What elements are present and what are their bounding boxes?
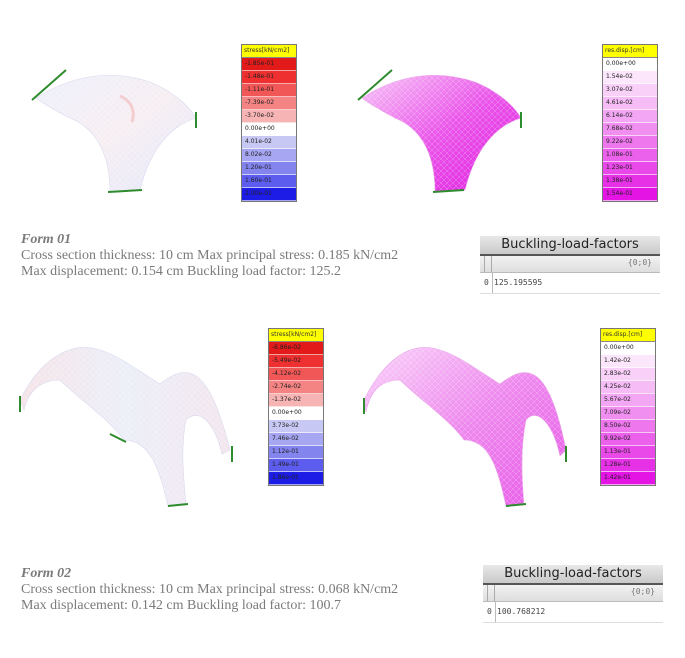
legend-row: -1.48e-01 bbox=[242, 71, 296, 84]
legend-row: -2.74e-02 bbox=[269, 381, 323, 394]
legend-row: 1.23e-01 bbox=[603, 162, 657, 175]
buckling-path-bar: {0;0} bbox=[483, 585, 663, 602]
legend-row: 1.20e-01 bbox=[242, 162, 296, 175]
legend-row: 4.01e-02 bbox=[242, 136, 296, 149]
legend-row: 3.07e-02 bbox=[603, 84, 657, 97]
legend-header: stress[kN/cm2] bbox=[269, 329, 323, 342]
legend-row: 7.68e-02 bbox=[603, 123, 657, 136]
form1-caption-line1: Cross section thickness: 10 cm Max princ… bbox=[21, 248, 399, 263]
legend-row: 8.02e-02 bbox=[242, 149, 296, 162]
legend-row: 6.14e-02 bbox=[603, 110, 657, 123]
legend-row: 1.86e-01 bbox=[269, 472, 323, 485]
legend-row: -7.39e-02 bbox=[242, 97, 296, 110]
buckling-path: {0;0} bbox=[627, 258, 652, 267]
form2-buckling-panel: Buckling-load-factors {0;0} 0 100.768212 bbox=[483, 565, 663, 623]
form1-stress-surface bbox=[35, 74, 197, 193]
legend-row: 2.00e-01 bbox=[242, 188, 296, 201]
form2-caption-line2: Max displacement: 0.142 cm Buckling load… bbox=[21, 598, 341, 613]
form2-disp-surface bbox=[363, 347, 567, 507]
legend-row: 5.67e-02 bbox=[601, 394, 655, 407]
legend-row: 7.46e-02 bbox=[269, 433, 323, 446]
buckling-path-bar: {0;0} bbox=[480, 256, 660, 273]
legend-row: -1.37e-02 bbox=[269, 394, 323, 407]
legend-row: 0.00e+00 bbox=[269, 407, 323, 420]
legend-row: -1.11e-01 bbox=[242, 84, 296, 97]
form2-stress-surface bbox=[19, 347, 231, 507]
row-divider bbox=[492, 273, 493, 293]
form1-caption-line2: Max displacement: 0.154 cm Buckling load… bbox=[21, 264, 341, 279]
legend-header: res.disp.[cm] bbox=[601, 329, 655, 342]
legend-row: 0.00e+00 bbox=[242, 123, 296, 136]
buckling-index: 0 bbox=[484, 278, 489, 287]
form1-disp-legend: res.disp.[cm] 0.00e+00 1.54e-02 3.07e-02 4.… bbox=[602, 44, 658, 202]
legend-row: 1.42e-01 bbox=[601, 472, 655, 485]
buckling-index: 0 bbox=[487, 607, 492, 616]
form1-stress-supports bbox=[31, 69, 197, 193]
legend-row: 3.73e-02 bbox=[269, 420, 323, 433]
legend-row: 4.25e-02 bbox=[601, 381, 655, 394]
form2-stress-legend: stress[kN/cm2] -6.86e-02 -5.49e-02 -4.12e-… bbox=[268, 328, 324, 486]
legend-row: 1.60e-01 bbox=[242, 175, 296, 188]
legend-row: -1.85e-01 bbox=[242, 58, 296, 71]
buckling-row: 0 125.195595 bbox=[480, 273, 660, 294]
legend-row: 9.22e-02 bbox=[603, 136, 657, 149]
form2-stress-supports bbox=[19, 396, 233, 507]
form2-title: Form 02 bbox=[21, 566, 72, 581]
legend-row: 0.00e+00 bbox=[603, 58, 657, 71]
legend-row: 8.50e-02 bbox=[601, 420, 655, 433]
form2-caption-line1: Cross section thickness: 10 cm Max princ… bbox=[21, 582, 399, 597]
form1-disp-supports bbox=[357, 69, 522, 193]
legend-row: 1.13e-01 bbox=[601, 446, 655, 459]
form2-disp-supports bbox=[363, 398, 567, 507]
legend-row: 0.00e+00 bbox=[601, 342, 655, 355]
buckling-row: 0 100.768212 bbox=[483, 602, 663, 623]
buckling-title: Buckling-load-factors bbox=[483, 565, 663, 585]
form1-caption: Form 01 Cross section thickness: 10 cm M… bbox=[21, 232, 398, 280]
legend-header: res.disp.[cm] bbox=[603, 45, 657, 58]
legend-row: 1.54e-01 bbox=[603, 188, 657, 201]
grip-icon[interactable] bbox=[487, 585, 495, 601]
legend-row: 7.09e-02 bbox=[601, 407, 655, 420]
legend-row: -5.49e-02 bbox=[269, 355, 323, 368]
form2-caption: Form 02 Cross section thickness: 10 cm M… bbox=[21, 566, 398, 614]
grip-icon[interactable] bbox=[484, 256, 492, 272]
legend-row: -6.86e-02 bbox=[269, 342, 323, 355]
legend-row: -4.12e-02 bbox=[269, 368, 323, 381]
buckling-path: {0;0} bbox=[630, 587, 655, 596]
form1-buckling-panel: Buckling-load-factors {0;0} 0 125.195595 bbox=[480, 236, 660, 294]
legend-row: -3.70e-02 bbox=[242, 110, 296, 123]
form1-disp-surface bbox=[361, 74, 522, 193]
legend-row: 1.54e-02 bbox=[603, 71, 657, 84]
legend-row: 1.28e-01 bbox=[601, 459, 655, 472]
legend-header: stress[kN/cm2] bbox=[242, 45, 296, 58]
legend-row: 1.42e-02 bbox=[601, 355, 655, 368]
form1-title: Form 01 bbox=[21, 232, 72, 247]
legend-row: 9.92e-02 bbox=[601, 433, 655, 446]
form2-disp-legend: res.disp.[cm] 0.00e+00 1.42e-02 2.83e-02 4.… bbox=[600, 328, 656, 486]
legend-row: 1.38e-01 bbox=[603, 175, 657, 188]
form1-stress-legend: stress[kN/cm2] -1.85e-01 -1.48e-01 -1.11e-… bbox=[241, 44, 297, 202]
buckling-title: Buckling-load-factors bbox=[480, 236, 660, 256]
row-divider bbox=[495, 602, 496, 622]
legend-row: 1.12e-01 bbox=[269, 446, 323, 459]
legend-row: 4.61e-02 bbox=[603, 97, 657, 110]
legend-row: 1.08e-01 bbox=[603, 149, 657, 162]
buckling-value: 125.195595 bbox=[494, 278, 543, 287]
legend-row: 2.83e-02 bbox=[601, 368, 655, 381]
legend-row: 1.49e-01 bbox=[269, 459, 323, 472]
buckling-value: 100.768212 bbox=[497, 607, 546, 616]
